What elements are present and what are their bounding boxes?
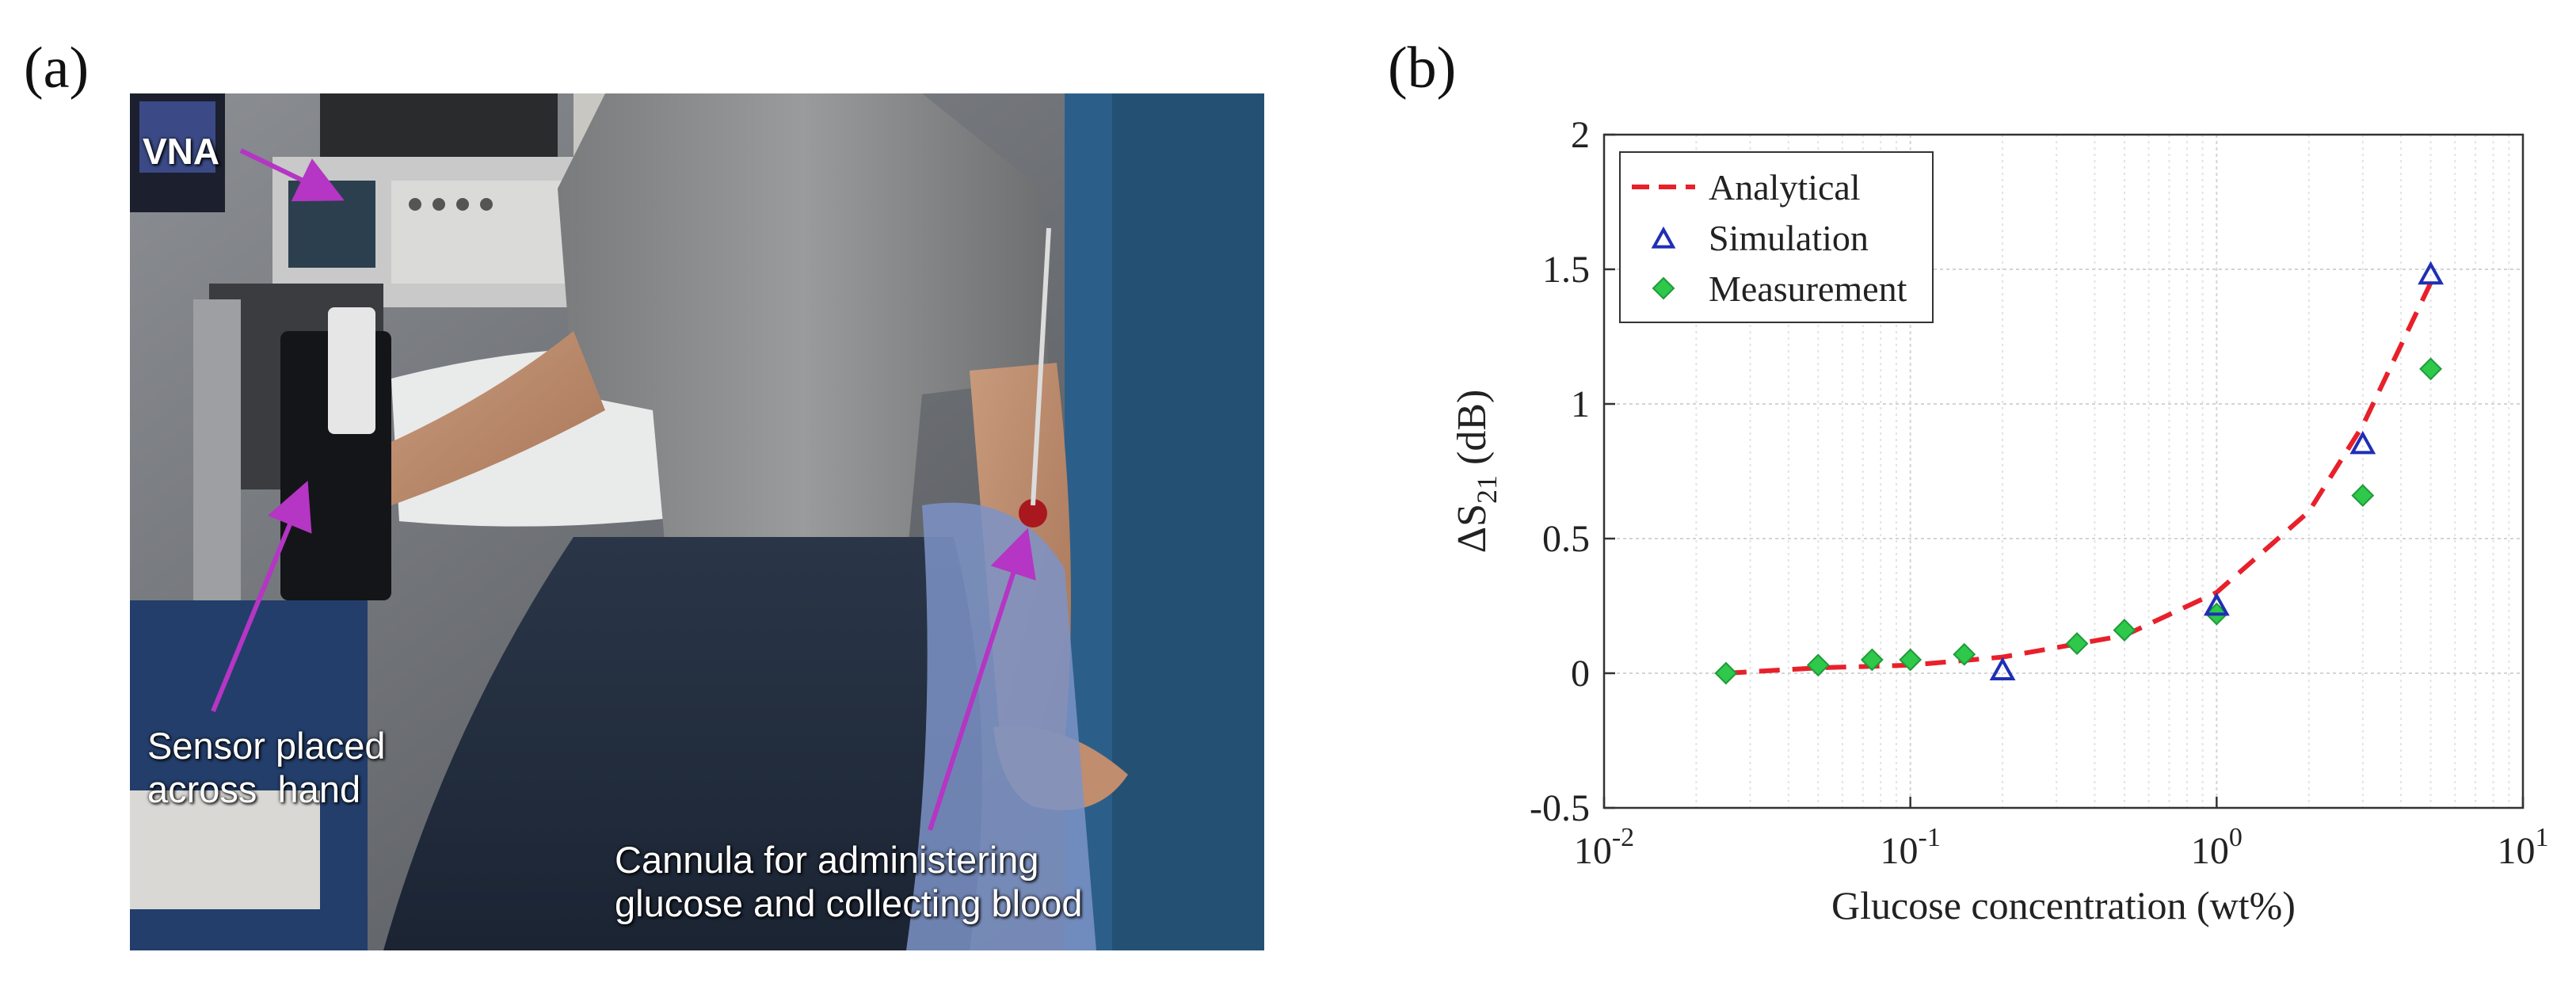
legend-measurement-swatch (1652, 276, 1675, 300)
axes-box (1602, 133, 2525, 809)
x-axis-label: Glucose concentration (wt%) (1831, 883, 2296, 927)
glucose-chart: 10-2 10-1 100 101 -0.5 0 0.5 1 1.5 2 Glucose conce… (1450, 114, 2549, 927)
measurement-point (1806, 653, 1830, 677)
legend-box (1619, 151, 1934, 323)
measurement-point (2351, 484, 2375, 508)
legend-simulation-swatch (1651, 226, 1676, 249)
measurement-point (1899, 648, 1922, 672)
simulation-point (1989, 657, 2016, 680)
cannula-arrow (928, 527, 1036, 831)
y-axis-label: ΔS21 (dB) (1450, 390, 1503, 554)
cannula-caption: Cannula for administering glucose and co… (615, 838, 1083, 926)
y-tick-label: 1.5 (1542, 249, 1590, 291)
simulation-point (2203, 592, 2230, 616)
measurement-point (1714, 661, 1738, 685)
sensor-caption-line-2: across hand (147, 768, 361, 811)
y-tick-label: 1 (1571, 383, 1590, 425)
cannula-caption-line-1: Cannula for administering (615, 839, 1039, 881)
panel-label-a: (a) (24, 36, 90, 101)
x-tick-label: 10-1 (1881, 823, 1941, 872)
panel-label-b: (b) (1388, 36, 1457, 101)
y-tick-label: 0 (1571, 653, 1590, 695)
y-tick-label: 2 (1571, 114, 1590, 156)
simulation-point (2418, 261, 2445, 285)
legend-entry-simulation: Simulation (1709, 218, 1869, 258)
sensor-caption-line-1: Sensor placed (147, 725, 386, 767)
x-tick-label: 10-2 (1574, 823, 1634, 872)
sensor-caption: Sensor placed across hand (147, 724, 385, 812)
measurement-point (2065, 632, 2089, 656)
y-tick-label: 0.5 (1542, 518, 1590, 560)
vna-arrow (239, 148, 345, 202)
sensor-arrow (211, 480, 312, 713)
x-tick-label: 100 (2191, 823, 2243, 872)
legend-entry-measurement: Measurement (1709, 268, 1907, 309)
measurement-point (1953, 642, 1976, 666)
experiment-photo: VNA Sensor placed across hand Cannula fo… (130, 93, 1264, 950)
measurement-point (1860, 648, 1884, 672)
measurement-point (2113, 619, 2136, 642)
cannula-caption-line-2: glucose and collecting blood (615, 882, 1083, 925)
x-tick-label: 101 (2498, 823, 2549, 872)
measurement-point (2419, 357, 2443, 381)
simulation-point (2349, 430, 2376, 455)
legend-entry-analytical: Analytical (1709, 167, 1861, 208)
y-tick-label: -0.5 (1530, 787, 1590, 829)
photo-illustration (130, 93, 1264, 950)
vna-caption: VNA (143, 131, 220, 172)
chart-panel: 10-2 10-1 100 101 -0.5 0 0.5 1 1.5 2 Glucose conce… (1394, 79, 2566, 990)
